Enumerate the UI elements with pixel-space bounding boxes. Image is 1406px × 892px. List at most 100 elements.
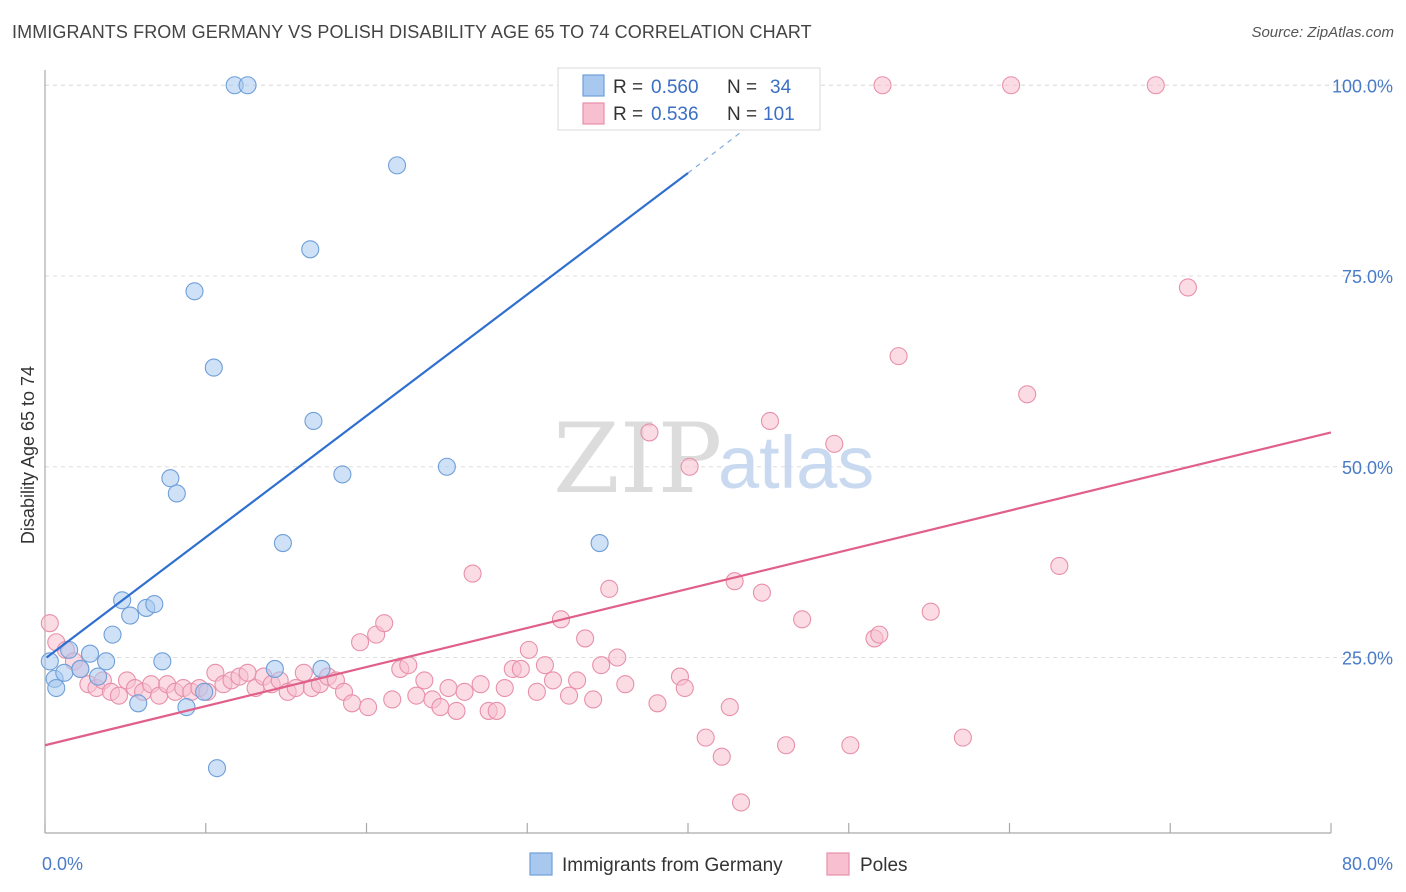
data-point [121,606,140,625]
data-point [312,659,331,679]
legend-swatch-germany [529,852,553,876]
data-point [680,457,699,476]
data-point [387,156,407,175]
trend-lines [44,122,1332,747]
data-point [415,671,434,690]
data-point [471,675,490,694]
data-point [47,678,66,698]
data-point [592,656,611,675]
data-point [752,583,771,602]
data-point [720,698,739,717]
legend-label-germany: Immigrants from Germany [562,855,783,876]
data-point [675,678,694,698]
data-point [88,667,108,686]
data-point [793,610,812,629]
data-point [1146,76,1165,95]
data-point [238,76,257,95]
stats-n-label-germany: N = [727,77,757,98]
data-point [342,694,362,713]
data-point [97,652,116,671]
data-point [640,423,659,442]
data-point [463,564,482,583]
trend-line [44,431,1332,747]
stats-r-value-poles: 0.536 [651,104,699,125]
y-tick-label: 100.0% [1332,76,1393,96]
data-point [455,682,474,701]
data-point [195,682,214,701]
chart-title: IMMIGRANTS FROM GERMANY VS POLISH DISABI… [12,22,812,42]
data-point [185,282,204,301]
data-point [1018,385,1037,404]
data-point [616,675,635,694]
stats-box: R = 0.560 N = 34 R = 0.536 N = 101 [557,67,821,131]
data-point [568,671,587,690]
data-point [487,701,506,720]
data-point [437,457,456,476]
data-point [873,76,892,95]
data-point [71,659,90,679]
data-point [80,644,100,663]
data-point [167,484,186,503]
x-tick-labels: 0.0% 80.0% [42,854,1393,874]
data-point [841,736,860,755]
stats-r-value-germany: 0.560 [651,77,699,98]
data-point [731,793,751,812]
stats-n-value-poles: 101 [763,104,795,125]
data-point [495,678,514,698]
data-point [359,698,378,717]
data-point [207,759,227,778]
y-tick-label: 75.0% [1342,267,1393,287]
data-point [351,633,370,652]
data-point [600,579,619,598]
y-axis-label: Disability Age 65 to 74 [18,366,38,544]
watermark-atlas: atlas [718,421,874,504]
data-point [825,434,844,453]
data-point [760,411,780,431]
data-point [383,690,402,709]
stats-r-label-germany: R = [613,77,643,98]
data-point [204,358,223,377]
data-point [608,648,627,667]
y-tick-label: 50.0% [1342,458,1393,478]
data-point [511,659,530,679]
trend-line-extension [687,122,753,174]
data-point [55,663,74,682]
data-point [431,698,450,717]
data-point [696,728,715,747]
data-point [921,602,940,621]
stats-n-value-germany: 34 [770,77,792,98]
legend-label-poles: Poles [860,855,908,876]
data-point [375,614,394,633]
x-tick-label: 80.0% [1342,854,1393,874]
data-point [407,686,426,705]
stats-r-label-poles: R = [613,104,643,125]
data-point [333,465,352,484]
data-point [304,411,323,431]
data-point [519,640,538,659]
stats-swatch-poles [582,102,605,125]
data-point [543,671,563,690]
data-point [559,686,579,705]
data-point [103,625,122,644]
data-point [870,625,889,644]
data-point [1050,556,1069,576]
stats-swatch-germany [582,74,605,97]
data-point [584,690,603,709]
data-point [527,682,546,701]
data-point [712,747,731,766]
data-point [1178,278,1197,297]
data-point [145,595,164,614]
data-point [273,534,292,553]
data-point [1002,76,1021,95]
data-point [40,652,59,671]
data-point [129,694,148,713]
grid-lines [45,84,1391,659]
watermark-zip: ZIP [553,403,722,515]
data-point [648,694,667,713]
trend-line [45,172,689,659]
data-point [777,736,796,755]
data-point [439,678,458,698]
data-point [294,663,313,682]
y-tick-label: 25.0% [1342,649,1393,669]
